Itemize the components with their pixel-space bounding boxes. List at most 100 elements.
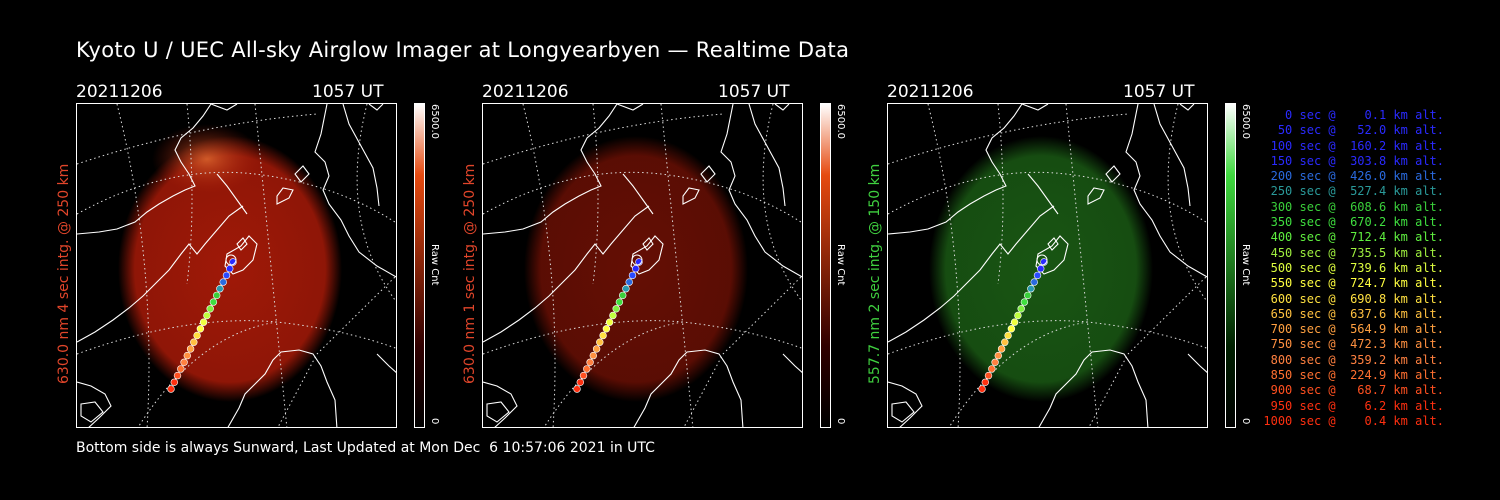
legend-row: 700 sec @ 564.9 km alt. (1270, 322, 1444, 337)
legend-row: 50 sec @ 52.0 km alt. (1277, 123, 1444, 138)
graticule-line (543, 321, 684, 427)
trajectory-point (1033, 271, 1042, 280)
trajectory-point (609, 311, 617, 320)
legend-row: 300 sec @ 608.6 km alt. (1270, 199, 1444, 214)
trajectory-point (1004, 331, 1012, 340)
trajectory-point (573, 385, 581, 393)
trajectory-point (612, 305, 620, 313)
graticule-line (522, 104, 556, 427)
coastline (1105, 165, 1121, 183)
graticule-line (660, 104, 694, 427)
graticule-line (1088, 275, 1207, 427)
coastline (483, 205, 650, 343)
graticule-line (277, 275, 396, 427)
panel-3-date: 20211206 (887, 82, 974, 102)
trajectory-start-marker (225, 254, 237, 266)
trajectory-point (183, 351, 192, 360)
legend-row: 950 sec @ 6.2 km alt. (1270, 398, 1444, 413)
trajectory-point (186, 345, 195, 353)
coastline (1038, 349, 1149, 427)
trajectory-point (988, 365, 996, 373)
coastline (314, 104, 396, 278)
legend-row: 250 sec @ 527.4 km alt. (1270, 184, 1444, 199)
coastline (368, 104, 384, 111)
graticule-line (592, 104, 599, 285)
legend-row: 350 sec @ 670.2 km alt. (1270, 215, 1444, 230)
coastline (236, 237, 248, 251)
trajectory-point (994, 351, 1003, 360)
coastline (891, 401, 915, 423)
panel-3-cbar-unit: Raw Cnt (1240, 244, 1251, 286)
trajectory-point (193, 331, 201, 340)
graticule-line (186, 104, 193, 285)
legend-row: 200 sec @ 426.0 km alt. (1270, 169, 1444, 184)
panel-1-cbar-unit: Raw Cnt (429, 244, 440, 286)
legend-row: 900 sec @ 68.7 km alt. (1270, 383, 1444, 398)
panel-1-label: 630.0 nm 4 sec intg. @ 250 km (56, 163, 72, 384)
coastline (216, 173, 248, 215)
legend-row: 0 sec @ 0.1 km alt. (1285, 108, 1444, 122)
coastline (77, 205, 244, 343)
panel-2-time: 1057 UT (718, 82, 790, 102)
trajectory-point (576, 378, 585, 386)
trajectory-point (589, 351, 598, 360)
coastline (276, 187, 294, 205)
panel-2-date: 20211206 (482, 82, 569, 102)
panel-3-cbar-max: 6500.0 (1240, 104, 1251, 139)
trajectory-point (173, 371, 182, 380)
coastline (486, 401, 510, 423)
trajectory-point (216, 285, 224, 293)
trajectory-point (1027, 285, 1035, 293)
panel-3-map (887, 103, 1208, 428)
legend-row: 650 sec @ 637.6 km alt. (1270, 306, 1444, 321)
trajectory-point (177, 365, 185, 373)
legend-row: 400 sec @ 712.4 km alt. (1270, 230, 1444, 245)
graticule-line (254, 104, 288, 427)
panel-2-cbar-min: 0 (835, 418, 846, 425)
graticule-line (888, 320, 1207, 355)
coastline (376, 353, 396, 373)
coastline (748, 104, 786, 207)
legend-row: 1000 sec @ 0.4 km alt. (1263, 413, 1444, 428)
coastline (294, 165, 310, 183)
graticule-line (762, 104, 802, 303)
coastline (888, 104, 1023, 235)
trajectory-point (209, 298, 218, 306)
coastline (1087, 187, 1105, 205)
graticule-line (683, 275, 802, 427)
trajectory-point (579, 371, 588, 380)
legend-row: 150 sec @ 303.8 km alt. (1270, 153, 1444, 168)
trajectory-point (596, 338, 604, 346)
trajectory-point (602, 325, 611, 333)
trajectory-point (1010, 318, 1019, 326)
coastline (210, 104, 238, 111)
coastline (782, 353, 802, 373)
legend-row: 800 sec @ 359.2 km alt. (1270, 352, 1444, 367)
coastline (774, 104, 790, 111)
coastline (720, 104, 802, 278)
panel-2-cbar-max: 6500.0 (835, 104, 846, 139)
coastline (77, 104, 212, 235)
coastline (483, 104, 618, 235)
graticule-line (116, 104, 150, 427)
trajectory-point (605, 318, 614, 326)
trajectory-point (180, 358, 188, 366)
legend-row: 450 sec @ 735.5 km alt. (1270, 245, 1444, 260)
coastline (1027, 173, 1059, 215)
graticule-line (888, 171, 1207, 224)
trajectory-point (170, 378, 179, 386)
trajectory-point (222, 271, 231, 280)
coastline (1187, 353, 1207, 373)
trajectory-point (190, 338, 198, 346)
coastline (227, 349, 338, 427)
coastline (633, 349, 744, 427)
trajectory-point (1030, 278, 1038, 286)
trajectory-point (583, 365, 591, 373)
legend-row: 850 sec @ 224.9 km alt. (1270, 368, 1444, 383)
graticule-line (1065, 104, 1099, 427)
panel-1-svg (77, 104, 396, 427)
panel-3-svg (888, 104, 1207, 427)
panel-1-time: 1057 UT (312, 82, 384, 102)
trajectory-point (991, 358, 999, 366)
trajectory-start-marker (631, 254, 643, 266)
